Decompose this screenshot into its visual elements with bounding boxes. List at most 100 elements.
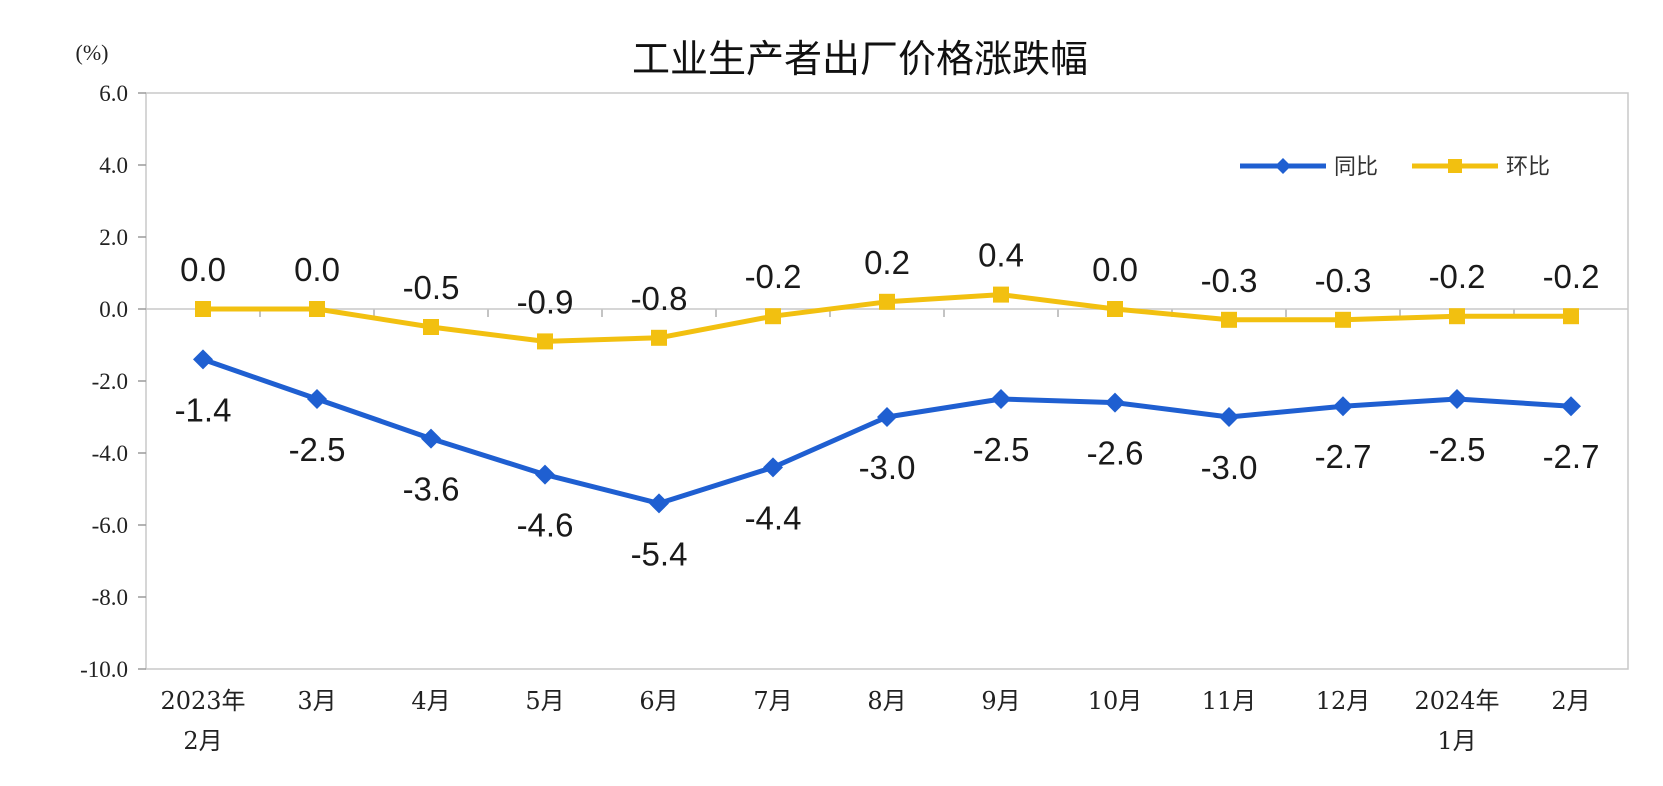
x-tick-label: 11月 [1202,687,1257,715]
data-point-marker [535,464,555,485]
series-1: 0.0 0.0 -0.5 -0.9 -0.8 -0.2 0.2 0.4 0.0 -0.3 -0.3 -… [180,237,1599,350]
data-point-marker [877,407,897,427]
x-tick-label: 3月 [297,687,336,715]
y-axis: 6.0 4.0 2.0 0.0 -2.0 -4.0 -6.0 -8.0 -10.0 [80,81,146,682]
x-tick-label: 10月 [1088,687,1143,715]
data-point-marker [1335,311,1351,328]
x-tick-label: 9月 [981,687,1020,715]
y-tick-label: 0.0 [99,297,128,322]
data-label: -1.4 [175,391,232,428]
data-label: -3.0 [859,449,916,486]
data-point-marker [309,301,325,317]
x-tick-label-line: 3月 [297,687,336,715]
legend: 同比 环比 [1240,155,1550,180]
data-label: -2.6 [1087,435,1144,472]
data-point-marker [1561,396,1581,417]
data-label: -4.6 [517,507,574,544]
y-tick-label: 6.0 [99,81,128,106]
data-label: -3.6 [403,471,460,508]
data-label: -0.2 [745,258,802,295]
data-point-marker [1219,407,1239,427]
data-point-marker [1449,308,1465,325]
data-point-marker [423,319,439,335]
x-tick-label: 2023年 2月 [160,687,245,755]
x-tick-label-line: 2月 [1551,687,1590,715]
data-point-marker [537,333,553,350]
legend-item-1: 环比 [1412,155,1550,180]
data-point-marker [649,493,669,514]
data-label: 0.0 [180,251,226,288]
data-point-marker [1333,396,1353,417]
x-tick-label-line: 2月 [183,727,222,755]
data-point-marker [763,457,783,478]
data-point-marker [651,329,667,346]
data-point-marker [765,308,781,325]
x-tick-label: 4月 [411,687,450,715]
x-tick-label: 8月 [867,687,906,715]
data-point-marker [879,293,895,310]
y-tick-label: 2.0 [99,225,128,250]
data-label: -0.2 [1429,258,1486,295]
data-label: -0.9 [517,283,574,320]
x-tick-label-line: 4月 [411,687,450,715]
data-label: -2.5 [289,431,346,468]
x-tick-label-line: 10月 [1088,687,1143,715]
x-tick-label-line: 5月 [525,687,564,715]
data-point-marker [993,286,1009,303]
data-label: 0.4 [978,237,1024,274]
series-layer: -1.4 -2.5 -3.6 -4.6 -5.4 -4.4 -3.0 -2.5 -2.6 -3.0… [175,237,1600,573]
legend-item-0: 同比 [1240,155,1378,180]
x-tick-label-line: 1月 [1437,727,1476,755]
y-tick-label: -8.0 [92,585,128,610]
data-label: -0.3 [1315,262,1372,299]
x-tick-label: 2024年 1月 [1414,687,1499,755]
x-tick-label-line: 9月 [981,687,1020,715]
data-label: -2.5 [973,431,1030,468]
x-axis: 2023年 2月 3月 4月 5月 6月 7月 8月 9月 10月 11月 12月 2024年 1月 2月 [160,309,1591,755]
x-tick-label-line: 12月 [1316,687,1371,715]
x-tick-label-line: 7月 [753,687,792,715]
y-tick-label: -2.0 [92,369,128,394]
legend-swatch-marker [1448,159,1462,173]
x-tick-label: 2月 [1551,687,1590,715]
data-point-marker [1221,311,1237,328]
x-tick-label-line: 2023年 [160,687,245,715]
plot-area-frame [145,92,1629,670]
data-label: -3.0 [1201,449,1258,486]
data-point-marker [193,349,213,370]
x-tick-label-line: 6月 [639,687,678,715]
data-label: 0.0 [294,251,340,288]
y-tick-label: -6.0 [92,513,128,538]
data-label: -2.7 [1543,438,1600,475]
x-tick-label-line: 8月 [867,687,906,715]
y-tick-label: -4.0 [92,441,128,466]
data-label: -2.7 [1315,438,1372,475]
data-label: -5.4 [631,535,688,572]
legend-swatch-marker [1275,158,1291,174]
y-tick-label: 4.0 [99,153,128,178]
data-label: -2.5 [1429,431,1486,468]
data-label: 0.0 [1092,251,1138,288]
legend-label: 环比 [1506,155,1550,180]
x-tick-label: 6月 [639,687,678,715]
data-point-marker [421,428,441,449]
x-tick-label-line: 2024年 [1414,687,1499,715]
series-0: -1.4 -2.5 -3.6 -4.6 -5.4 -4.4 -3.0 -2.5 -2.6 -3.0… [175,349,1600,572]
data-point-marker [307,389,327,409]
data-point-marker [1563,308,1579,325]
x-tick-label: 12月 [1316,687,1371,715]
x-tick-label: 5月 [525,687,564,715]
legend-label: 同比 [1334,155,1378,180]
y-axis-unit-label: (%) [76,40,109,65]
data-label: -4.4 [745,499,802,536]
data-point-marker [991,389,1011,409]
data-point-marker [1107,301,1123,317]
data-point-marker [1447,389,1467,409]
data-point-marker [1105,392,1125,413]
data-label: 0.2 [864,244,910,281]
x-tick-label-line: 11月 [1202,687,1257,715]
x-tick-label: 7月 [753,687,792,715]
data-label: -0.5 [403,269,460,306]
chart-title: 工业生产者出厂价格涨跌幅 [632,37,1088,81]
